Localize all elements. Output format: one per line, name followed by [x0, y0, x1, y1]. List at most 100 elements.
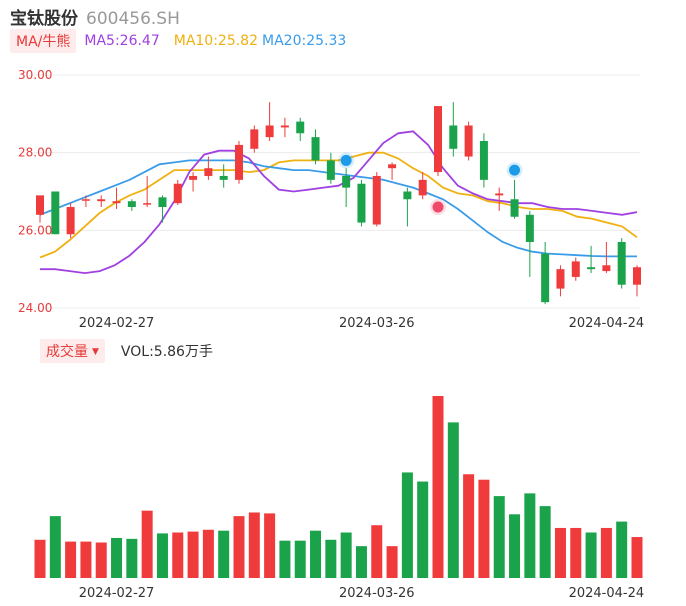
volume-bar — [539, 506, 551, 578]
candle-body — [204, 168, 213, 176]
candle-body — [571, 261, 580, 277]
volume-bar — [616, 521, 628, 578]
candle-down — [617, 238, 626, 289]
volume-value: VOL:5.86万手 — [120, 344, 213, 360]
candle-body — [235, 144, 243, 180]
candle-body — [633, 267, 641, 285]
candle-body — [326, 160, 335, 180]
volume-bar — [463, 474, 475, 578]
bull-signal-icon — [430, 199, 446, 216]
bear-signal-icon — [338, 152, 355, 169]
candle-down — [510, 179, 519, 219]
x-tick-label: 2024-02-27 — [79, 586, 155, 601]
volume-indicator-selector[interactable]: 成交量 ▼ — [40, 339, 105, 363]
volume-bar — [417, 481, 429, 578]
marker-dot — [509, 164, 521, 176]
candle-body — [587, 267, 596, 270]
candle-up — [388, 162, 397, 180]
candle-up — [250, 125, 259, 153]
candle-body — [418, 179, 427, 196]
candle-body — [189, 175, 198, 180]
candle-up — [418, 172, 427, 200]
candle-down — [219, 164, 228, 188]
volume-bar — [585, 532, 597, 578]
volume-bar — [80, 541, 92, 578]
marker-dot — [432, 201, 444, 213]
volume-bar — [202, 529, 214, 578]
ma5-label: MA5:26.47 — [84, 33, 160, 49]
candle-up — [434, 106, 442, 176]
candle-body — [112, 201, 121, 204]
ma20-label: MA20:25.33 — [262, 33, 347, 49]
candle-body — [127, 201, 136, 208]
volume-indicator-label: 成交量 — [46, 344, 88, 360]
candle-up — [495, 187, 504, 211]
volume-bar — [279, 540, 291, 578]
volume-bar — [49, 516, 61, 578]
candle-body — [342, 175, 351, 188]
candle-up — [464, 121, 473, 161]
candle-up — [235, 141, 243, 184]
candle-body — [403, 191, 412, 200]
volume-bar — [524, 493, 536, 578]
ma-indicator-selector[interactable]: MA/牛熊 — [10, 29, 77, 53]
candle-down — [158, 195, 167, 223]
stock-name: 宝钛股份 — [10, 9, 78, 29]
volume-bar — [371, 525, 383, 578]
volume-bar — [264, 513, 276, 578]
candle-body — [464, 125, 473, 157]
ma-legend: MA/牛熊 MA5:26.47 MA10:25.82 MA20:25.33 — [10, 29, 347, 53]
candle-body — [173, 183, 182, 204]
volume-bar — [447, 422, 459, 578]
y-tick-label: 30.00 — [18, 68, 52, 82]
x-tick-label: 2024-03-26 — [339, 586, 415, 601]
stock-code: 600456.SH — [86, 9, 180, 29]
candle-body — [296, 121, 305, 134]
candle-up — [633, 265, 641, 297]
volume-bar — [554, 527, 566, 578]
candle-down — [357, 179, 366, 227]
y-tick-label: 28.00 — [18, 146, 52, 160]
candle-body — [158, 197, 167, 208]
candle-down — [587, 245, 596, 274]
volume-date-axis: 2024-02-27 2024-03-26 2024-04-24 — [79, 586, 644, 601]
signal-markers — [338, 152, 523, 216]
candle-down — [403, 187, 412, 227]
volume-bar — [478, 479, 490, 578]
volume-bars — [34, 396, 643, 578]
candle-body — [280, 125, 289, 128]
volume-bar — [493, 496, 505, 578]
x-tick-label: 2024-03-26 — [339, 316, 415, 331]
volume-bar — [233, 516, 245, 578]
candle-down — [541, 241, 550, 305]
candle-up — [97, 195, 106, 208]
bear-signal-icon — [506, 162, 523, 179]
candle-up — [173, 179, 182, 206]
candle-body — [250, 129, 259, 149]
candle-body — [357, 183, 366, 223]
price-grid — [32, 74, 640, 309]
volume-bar — [172, 532, 184, 578]
volume-bar — [141, 510, 153, 578]
candle-up — [372, 172, 381, 227]
candle-down — [296, 117, 305, 142]
candle-up — [571, 257, 580, 281]
candle-up — [204, 156, 213, 180]
candle-body — [81, 199, 90, 201]
y-tick-label: 24.00 — [18, 301, 52, 315]
volume-bar — [432, 396, 444, 578]
volume-bar — [325, 539, 337, 578]
candle-body — [479, 141, 488, 180]
candles — [36, 102, 641, 305]
volume-legend: 成交量 ▼ VOL:5.86万手 — [40, 339, 213, 363]
candle-up — [602, 241, 611, 274]
price-date-axis: 2024-02-27 2024-03-26 2024-04-24 — [79, 316, 644, 331]
volume-bar — [509, 514, 521, 578]
candle-down — [525, 210, 534, 277]
candle-body — [434, 106, 442, 173]
volume-bar — [126, 538, 138, 578]
marker-dot — [340, 154, 352, 166]
volume-bar — [570, 527, 582, 578]
candle-down — [342, 168, 351, 208]
